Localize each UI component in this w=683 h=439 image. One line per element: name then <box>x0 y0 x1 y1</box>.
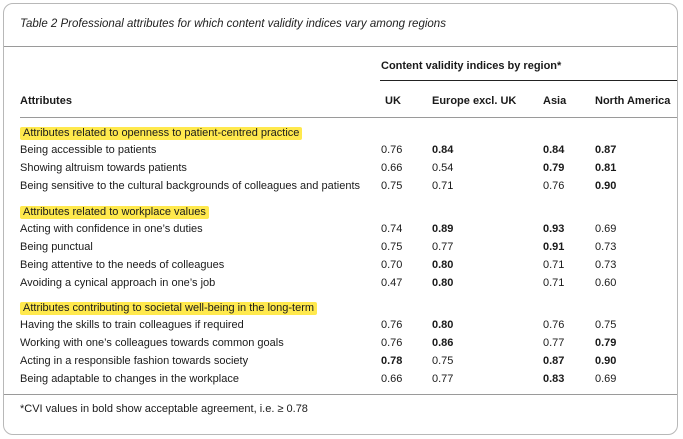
cvi-value: 0.80 <box>432 259 454 271</box>
group-header-rule <box>380 80 677 81</box>
cvi-value: 0.69 <box>595 373 617 385</box>
cvi-value: 0.71 <box>432 180 454 192</box>
cvi-value: 0.75 <box>595 319 617 331</box>
row-label: Acting with confidence in one’s duties <box>20 223 203 235</box>
cvi-value: 0.80 <box>432 277 454 289</box>
caption-rule <box>4 46 677 47</box>
cvi-value: 0.79 <box>543 162 565 174</box>
cvi-value: 0.70 <box>381 259 403 271</box>
row-label: Being adaptable to changes in the workpl… <box>20 373 239 385</box>
cvi-value: 0.76 <box>543 319 565 331</box>
cvi-value: 0.74 <box>381 223 403 235</box>
cvi-value: 0.86 <box>432 337 454 349</box>
cvi-value: 0.75 <box>432 355 454 367</box>
cvi-value: 0.89 <box>432 223 454 235</box>
footnote-rule <box>4 394 677 395</box>
cvi-value: 0.71 <box>543 277 565 289</box>
col-header-asia: Asia <box>543 95 567 107</box>
cvi-value: 0.84 <box>543 144 565 156</box>
cvi-value: 0.77 <box>432 373 454 385</box>
cvi-value: 0.90 <box>595 180 617 192</box>
cvi-value: 0.75 <box>381 180 403 192</box>
cvi-value: 0.90 <box>595 355 617 367</box>
row-label: Showing altruism towards patients <box>20 162 187 174</box>
row-label: Having the skills to train colleagues if… <box>20 319 244 331</box>
cvi-value: 0.87 <box>595 144 617 156</box>
row-label: Working with one’s colleagues towards co… <box>20 337 284 349</box>
header-rule <box>20 117 677 118</box>
col-header-uk: UK <box>385 95 401 107</box>
cvi-value: 0.80 <box>432 319 454 331</box>
cvi-value: 0.83 <box>543 373 565 385</box>
cvi-value: 0.73 <box>595 241 617 253</box>
col-header-europe: Europe excl. UK <box>432 95 517 107</box>
cvi-value: 0.66 <box>381 373 403 385</box>
cvi-value: 0.60 <box>595 277 617 289</box>
cvi-value: 0.47 <box>381 277 403 289</box>
cvi-value: 0.69 <box>595 223 617 235</box>
cvi-value: 0.79 <box>595 337 617 349</box>
cvi-value: 0.71 <box>543 259 565 271</box>
cvi-value: 0.91 <box>543 241 565 253</box>
cvi-value: 0.76 <box>381 144 403 156</box>
row-label: Acting in a responsible fashion towards … <box>20 355 249 367</box>
cvi-value: 0.73 <box>595 259 617 271</box>
cvi-value: 0.76 <box>381 337 403 349</box>
section-title: Attributes related to workplace values <box>20 206 209 219</box>
cvi-value: 0.93 <box>543 223 565 235</box>
cvi-value: 0.84 <box>432 144 454 156</box>
cvi-value: 0.87 <box>543 355 565 367</box>
cvi-value: 0.78 <box>381 355 403 367</box>
cvi-value: 0.76 <box>543 180 565 192</box>
row-label: Being punctual <box>20 241 93 253</box>
cvi-value: 0.77 <box>432 241 454 253</box>
cvi-value: 0.81 <box>595 162 617 174</box>
row-label: Being sensitive to the cultural backgrou… <box>20 180 360 192</box>
col-header-attributes: Attributes <box>20 95 72 107</box>
row-label: Being accessible to patients <box>20 144 157 156</box>
cvi-value: 0.76 <box>381 319 403 331</box>
cvi-value: 0.77 <box>543 337 565 349</box>
cvi-value: 0.75 <box>381 241 403 253</box>
col-header-north-america: North America <box>595 95 671 107</box>
table-frame <box>3 3 678 435</box>
row-label: Being attentive to the needs of colleagu… <box>20 259 225 271</box>
cvi-value: 0.66 <box>381 162 403 174</box>
table-caption: Table 2 Professional attributes for whic… <box>20 18 446 30</box>
footnote: *CVI values in bold show acceptable agre… <box>20 403 308 415</box>
row-label: Avoiding a cynical approach in one’s job <box>20 277 216 289</box>
section-title: Attributes related to openness to patien… <box>20 127 303 140</box>
section-title: Attributes contributing to societal well… <box>20 302 318 315</box>
group-header: Content validity indices by region* <box>381 60 562 72</box>
cvi-value: 0.54 <box>432 162 454 174</box>
